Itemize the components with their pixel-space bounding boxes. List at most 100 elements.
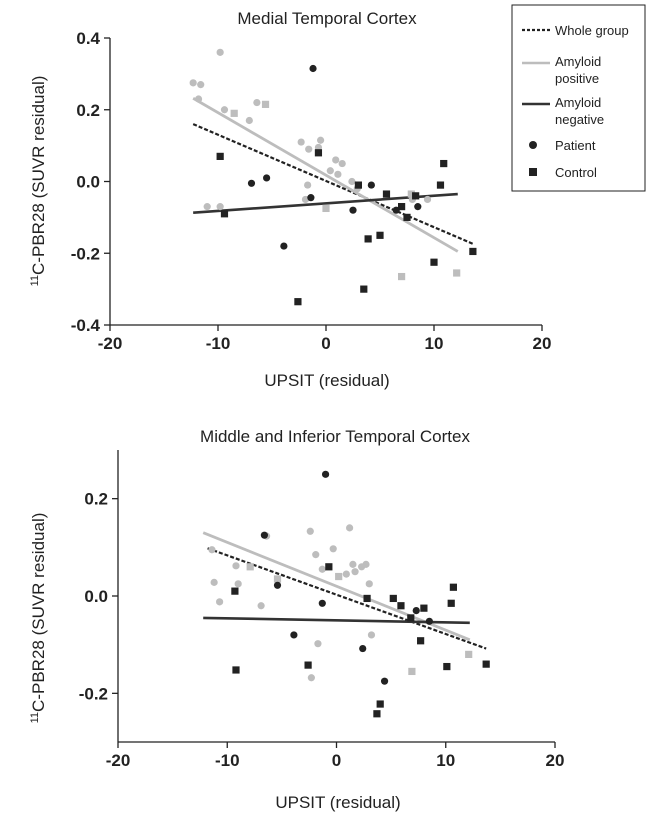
chart-medial-temporal: Medial Temporal Cortex -20 -10 0 10 20 -0.4 -0… [29,9,551,390]
point-amyloid-positive-control [273,575,282,583]
point-amyloid-positive-patient [257,602,265,610]
point-amyloid-positive-patient [234,580,242,588]
point-amyloid-positive-patient [314,640,322,648]
point-amyloid-positive-control [335,572,343,581]
point-amyloid-negative-patient [280,242,288,250]
y-tick-label: -0.4 [71,316,101,335]
point-amyloid-negative-patient [359,644,367,653]
point-amyloid-positive-patient [326,167,334,175]
regression-lines [192,97,475,253]
y-axis-label: 11C-PBR28 (SUVR residual) [29,76,48,287]
point-amyloid-negative-control [220,210,229,218]
point-amyloid-positive-patient [423,195,432,204]
x-tick-label: 20 [546,751,565,770]
x-tick-label: -20 [106,751,131,770]
point-amyloid-positive-patient [216,48,224,56]
y-tick-label: -0.2 [79,684,108,703]
point-amyloid-negative-patient [309,64,317,73]
point-amyloid-negative-control [420,604,428,612]
point-amyloid-positive-control [322,204,330,213]
point-amyloid-negative-control [314,149,323,157]
point-amyloid-positive-patient [329,545,337,553]
point-amyloid-negative-control [398,203,406,211]
point-amyloid-negative-patient [318,599,326,607]
point-amyloid-positive-control [408,667,416,676]
point-amyloid-positive-patient [348,177,356,186]
regression-line-whole [192,123,475,246]
point-amyloid-positive-patient [349,560,357,568]
y-tick-label: 0.4 [76,29,100,48]
point-amyloid-positive-patient [304,181,312,189]
y-tick-label: 0.0 [76,173,100,192]
point-amyloid-negative-patient [425,617,433,625]
point-amyloid-positive-patient [318,565,326,573]
point-amyloid-positive-patient [189,79,197,87]
point-amyloid-positive-patient [306,527,314,535]
legend-patient-label: Patient [555,138,596,153]
legend-amyloid-positive-label: Amyloid positive [555,54,601,86]
x-tick-label: -10 [215,751,240,770]
point-amyloid-positive-patient [232,562,240,570]
y-axis-label-text: C-PBR28 (SUVR residual) [29,513,48,712]
point-amyloid-negative-control [382,190,391,198]
legend-whole-group-label: Whole group [555,23,629,38]
point-amyloid-positive-patient [342,570,350,578]
point-amyloid-negative-control [231,587,239,595]
point-amyloid-negative-control [482,660,490,668]
y-tick-label: -0.2 [71,244,100,263]
point-amyloid-negative-control [232,666,240,674]
legend-control-label: Control [555,165,597,180]
y-axis-label: 11C-PBR28 (SUVR residual) [29,513,48,724]
legend-amyloid-negative-label: Amyloid negative [555,95,604,127]
x-tick-label: 20 [533,334,552,353]
point-amyloid-negative-control [407,614,415,622]
axes: -20 -10 0 10 20 -0.2 0.0 0.2 [79,450,565,770]
point-amyloid-positive-patient [367,631,376,639]
point-amyloid-negative-control [376,700,384,708]
y-tick-label: 0.2 [84,490,108,509]
regression-lines [202,531,487,650]
point-amyloid-positive-patient [203,203,211,211]
point-amyloid-positive-patient [216,203,224,211]
point-amyloid-negative-control [216,152,224,160]
legend-box [511,4,646,192]
point-amyloid-positive-patient [307,674,315,682]
y-tick-label: 0.2 [76,101,100,120]
point-amyloid-positive-control [465,650,473,658]
point-amyloid-negative-patient [367,181,375,189]
point-amyloid-negative-patient [273,581,282,589]
point-amyloid-positive-patient [362,560,370,568]
axes: -20 -10 0 10 20 -0.4 -0.2 0.0 0.2 0.4 [71,29,552,353]
regression-line-neg [203,616,470,625]
point-amyloid-negative-control [364,235,372,243]
point-amyloid-negative-patient [290,631,298,639]
y-axis-label-text: C-PBR28 (SUVR residual) [29,76,48,275]
point-amyloid-negative-patient [260,531,268,539]
legend: Whole group Amyloid positive Amyloid negat… [511,4,646,192]
x-tick-label: 10 [425,334,444,353]
point-amyloid-negative-control [376,231,384,239]
point-amyloid-positive-patient [194,95,203,103]
point-amyloid-positive-patient [197,81,205,89]
x-tick-label: 0 [321,334,330,353]
chart-title: Medial Temporal Cortex [237,9,417,28]
regression-line-whole [207,547,487,650]
y-axis-label-superscript: 11 [29,712,41,723]
data-points [208,470,490,718]
point-amyloid-negative-patient [247,179,256,187]
point-amyloid-positive-patient [216,598,224,606]
point-amyloid-positive-patient [245,116,253,125]
point-amyloid-negative-control [354,181,362,189]
x-tick-label: -20 [98,334,123,353]
regression-line-pos [192,97,459,253]
point-amyloid-negative-control [443,662,451,671]
x-axis-label: UPSIT (residual) [264,371,389,390]
point-amyloid-positive-patient [365,580,373,588]
point-amyloid-negative-patient [263,174,271,182]
point-amyloid-positive-patient [334,170,342,178]
point-amyloid-positive-patient [338,159,346,168]
chart-middle-inferior-temporal: Middle and Inferior Temporal Cortex -20-… [29,427,564,812]
x-tick-label: -10 [206,334,231,353]
point-amyloid-negative-control [436,181,445,189]
